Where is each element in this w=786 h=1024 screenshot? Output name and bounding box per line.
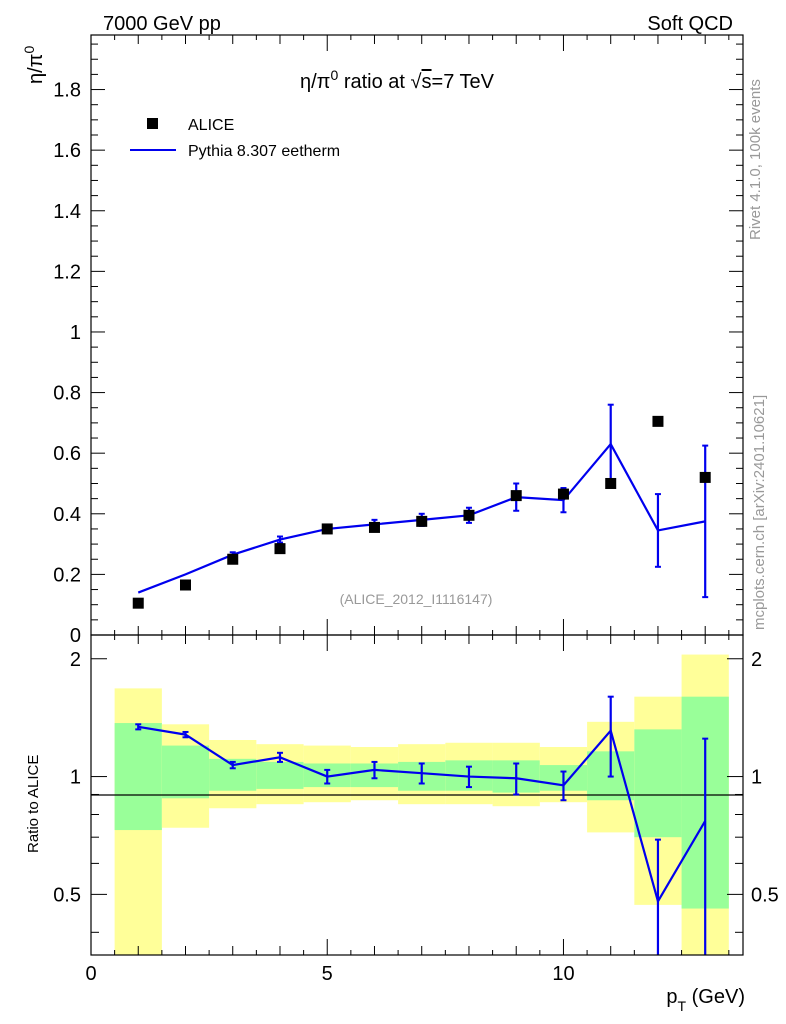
legend-mc-label: Pythia 8.307 eetherm [188,143,340,160]
ratio-y-tick-label-right: 1 [751,767,762,789]
legend-data-label: ALICE [188,117,234,134]
ratio-y-tick-label-right: 2 [751,649,762,671]
data-point [463,509,475,521]
ratio-series [135,695,709,955]
title-tail: =7 TeV [432,71,495,93]
title-eta: η/π [300,71,330,93]
main-y-tick-label: 0.4 [53,504,81,526]
ratio-uncertainty-bands [114,654,729,955]
data-point [274,543,286,555]
data-point [227,553,239,565]
main-y-tick-label: 1 [70,322,81,344]
ratio-x-tick-labels: 0 5 10 [85,963,574,985]
inner-band-bin [256,761,304,789]
header-left: 7000 GeV pp [103,13,221,35]
rivet-label: Rivet 4.1.0, 100k events [747,79,764,240]
x-tick-label: 5 [322,963,333,985]
main-y-tick-label: 1.2 [53,261,81,283]
x-tick-label: 10 [552,963,574,985]
ratio-panel: 0.5 0.5 1 1 2 2 0 5 10 Ratio to ALICE pT (GeV) [25,634,779,1014]
data-series [132,415,711,609]
title-sup: 0 [330,67,338,83]
data-point [179,579,191,591]
legend: ALICE Pythia 8.307 eetherm [130,117,340,160]
x-label-p: p [666,986,677,1008]
chart-title: η/π0 ratio at √s=7 TeV [300,67,495,93]
ratio-y-tick-label: 2 [70,649,81,671]
main-y-tick-labels: 0 0.2 0.4 0.6 0.8 1 1.2 1.4 1.6 1.8 [53,80,81,647]
ratio-y-tick-label-right: 0.5 [751,884,779,906]
main-y-tick-label: 0.6 [53,443,81,465]
main-panel: 00.20.40.60.811.21.41.61.8 η/π0 η/π0 rat… [21,34,744,647]
header-right: Soft QCD [647,13,733,35]
data-point [368,521,380,533]
ratio-y-tick-labels: 0.5 0.5 1 1 2 2 [53,649,779,907]
x-label-sub: T [678,998,687,1014]
x-axis-label: pT (GeV) [666,986,745,1014]
analysis-id: (ALICE_2012_I1116147) [340,591,493,607]
main-y-tick-label: 0 [70,625,81,647]
ratio-y-tick-label: 1 [70,767,81,789]
x-label-unit: (GeV) [686,986,745,1008]
data-point [652,415,664,427]
main-y-tick-label: 1.4 [53,201,81,223]
main-y-label-sup: 0 [21,46,37,54]
main-y-label-base: η/π [25,54,47,84]
main-y-label: η/π0 [21,46,47,84]
ratio-frame [90,634,744,956]
data-point [510,490,522,502]
title-mid: ratio at [338,71,410,93]
data-point [321,523,333,535]
mcplots-label: mcplots.cern.ch [arXiv:2401.10621] [751,395,768,630]
main-y-tick-label: 1.8 [53,80,81,102]
x-tick-label: 0 [85,963,96,985]
data-point [605,477,617,489]
ratio-y-tick-label: 0.5 [53,884,81,906]
mc-series [137,403,709,599]
title-sqrt: √ [411,71,422,93]
main-y-tick-label: 0.2 [53,564,81,586]
inner-band-bin [114,723,162,831]
main-y-tick-label: 1.6 [53,140,81,162]
title-s: s [422,71,432,93]
inner-band-bin [634,729,682,838]
main-axis-ticks [90,35,743,636]
legend-data-marker [147,118,158,129]
inner-band-bin [161,745,210,799]
data-point [416,515,428,527]
data-point [699,471,711,483]
data-point [557,488,569,500]
ratio-y-label: Ratio to ALICE [25,755,42,853]
data-point [132,597,144,609]
main-y-tick-label: 0.8 [53,383,81,405]
